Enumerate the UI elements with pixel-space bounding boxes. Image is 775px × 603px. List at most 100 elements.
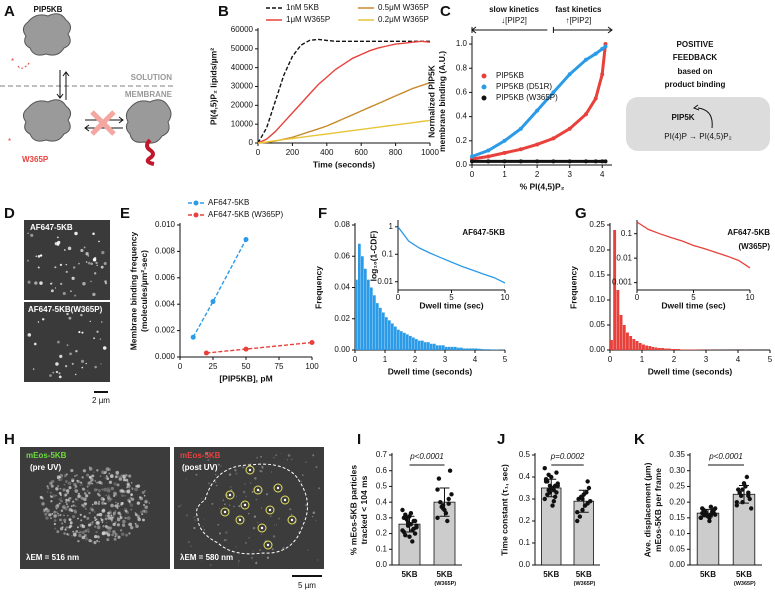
speckle (71, 276, 75, 280)
speckle (86, 528, 90, 531)
speckle (88, 512, 91, 515)
speckle (139, 496, 143, 501)
x-tick-label: 50 (242, 362, 251, 371)
speckle (137, 517, 141, 522)
y-tick-label: 0.35 (669, 450, 685, 459)
speckle (128, 500, 131, 503)
histogram-bar (418, 340, 421, 350)
speckle (103, 498, 105, 501)
speckle (101, 509, 105, 513)
image-condition: (post UV) (182, 463, 218, 472)
y-tick-label: 0.004 (155, 299, 176, 308)
speckle (143, 504, 146, 507)
speckle (79, 484, 82, 487)
speckle (126, 480, 129, 482)
histogram-bar (460, 347, 463, 350)
y-tick-label: 0.1 (621, 229, 633, 238)
speckle (81, 476, 84, 479)
speckle (121, 532, 125, 536)
speckle (92, 232, 95, 236)
histogram-bar (382, 312, 385, 350)
x-tick-label: 10 (746, 293, 755, 302)
speckle (87, 255, 90, 257)
histogram-bar (466, 348, 469, 350)
model-title: based on (677, 67, 712, 76)
speckle (58, 478, 61, 481)
speckle (73, 475, 76, 478)
speckle (307, 549, 309, 551)
histogram-bar (478, 348, 481, 350)
speckle (83, 246, 86, 249)
speckle (215, 484, 218, 487)
speckle (271, 548, 274, 551)
speckle (100, 518, 105, 522)
panel-letter: A (4, 3, 15, 20)
speckle (86, 473, 90, 477)
speckle (96, 330, 99, 333)
speckle (190, 545, 192, 548)
speckle (135, 485, 138, 488)
particle-ring (287, 515, 297, 525)
speckle (98, 512, 103, 517)
x-tick-label: 3 (704, 355, 709, 364)
speckle (144, 499, 148, 504)
speckle (63, 514, 65, 517)
speckle (65, 263, 68, 266)
speckle (74, 489, 79, 493)
speckle (91, 520, 94, 523)
speckle (44, 507, 48, 511)
speckle (104, 517, 108, 521)
data-point (738, 493, 744, 499)
histogram-bar (361, 256, 364, 350)
y-tick-label: 0.15 (589, 270, 605, 279)
data-point (447, 468, 453, 473)
speckle (74, 509, 77, 512)
speckle (110, 512, 112, 514)
histogram-bar (427, 342, 430, 350)
speckle (131, 487, 133, 489)
speckle (260, 470, 263, 473)
speckle (75, 498, 77, 501)
speckle (61, 526, 64, 529)
data-point (708, 512, 714, 517)
y-axis-label: Frequency (313, 266, 323, 309)
speckle (265, 493, 268, 496)
speckle (113, 482, 117, 486)
particle (223, 510, 227, 514)
speckle (70, 505, 73, 508)
histogram-bar (642, 344, 645, 350)
histogram-bar (680, 349, 684, 350)
particle (248, 468, 252, 472)
speckle (75, 529, 79, 533)
data-point (603, 44, 608, 49)
annotation: ↑[PIP2] (566, 16, 592, 25)
speckle (260, 455, 263, 458)
x-tick-label: 5 (449, 293, 454, 302)
y-tick-label: 0.05 (669, 544, 685, 553)
speckle (120, 503, 123, 506)
y-tick-label: 0.5 (376, 482, 388, 491)
annotation: fast kinetics (555, 5, 602, 14)
scale-bar-label: 2 µm (92, 396, 110, 405)
chart-title: AF647-5KB (727, 228, 770, 237)
data-point (600, 72, 605, 77)
speckle (88, 530, 90, 532)
speckle (102, 346, 107, 350)
speckle (115, 501, 117, 504)
speckle (282, 546, 285, 550)
speckle (110, 519, 113, 522)
speckle (248, 537, 250, 539)
speckle (59, 282, 63, 286)
speckle (96, 469, 99, 472)
speckle (49, 495, 52, 497)
speckle (255, 561, 258, 563)
speckle (121, 489, 124, 493)
histogram-bar (445, 346, 448, 350)
speckle (124, 494, 126, 497)
y-tick-label: 50000 (231, 44, 254, 53)
speckle (49, 374, 52, 377)
legend-label: PIP5KB (496, 71, 524, 80)
asterisk: * (8, 137, 11, 146)
y-tick-label: 0.006 (155, 273, 176, 282)
y-tick-label: 0.2 (456, 136, 468, 145)
